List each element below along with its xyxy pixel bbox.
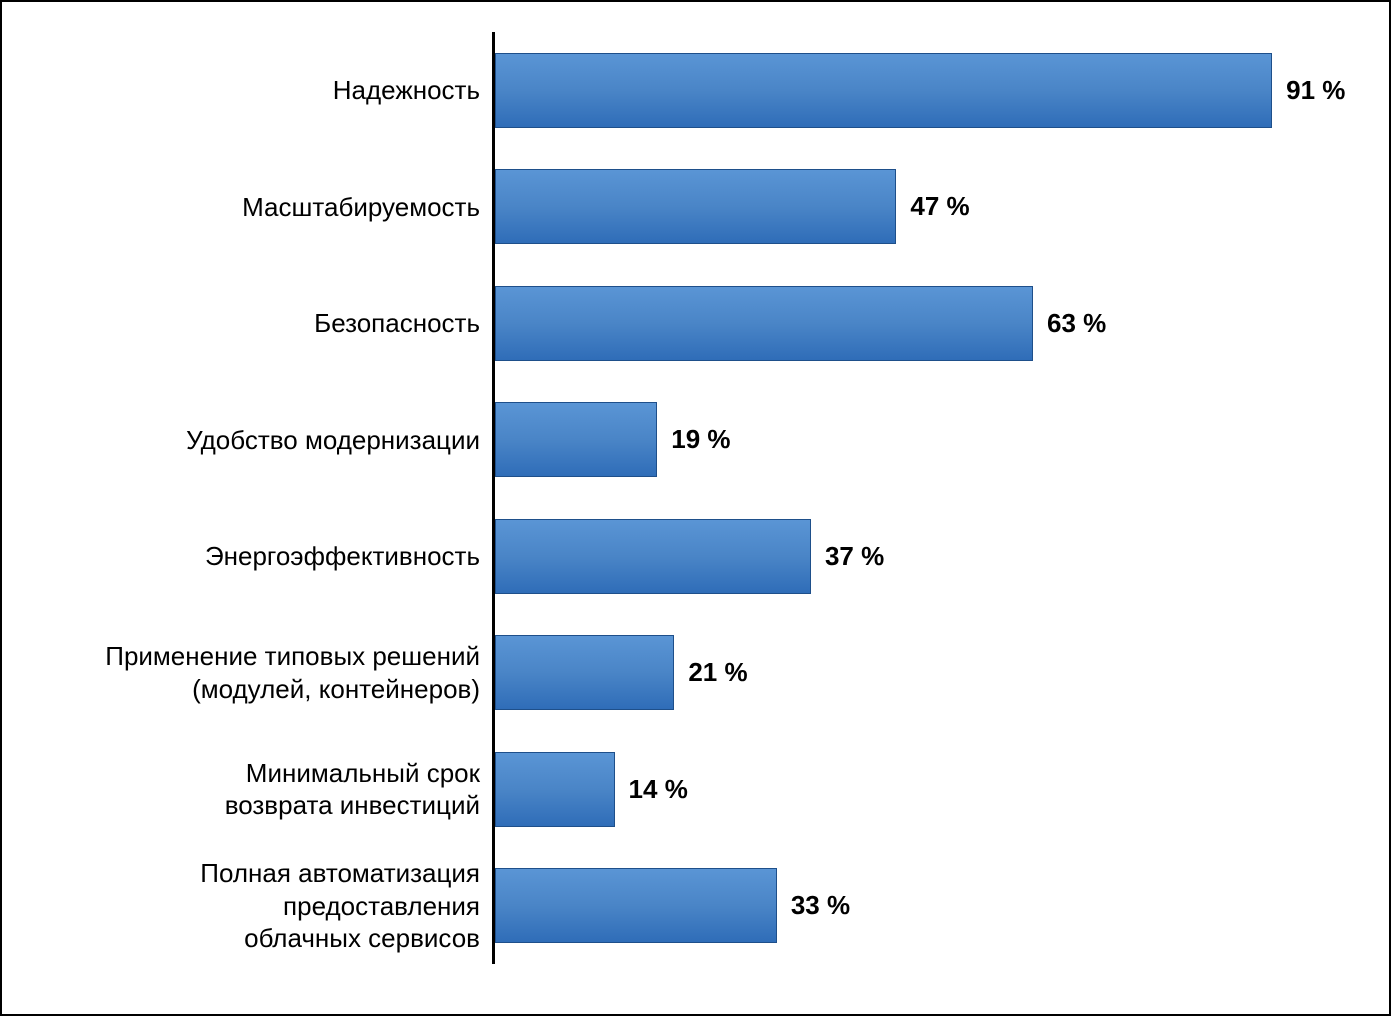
bars-area: 91 % 47 % 63 % 19 % 37 % 21 %	[492, 32, 1349, 964]
category-label-row: Применение типовых решений (модулей, кон…	[42, 615, 480, 732]
value-label: 33 %	[791, 890, 850, 921]
bar	[495, 635, 674, 710]
bar	[495, 286, 1033, 361]
category-label: Масштабируемость	[242, 191, 480, 224]
bar-row: 47 %	[495, 149, 1349, 266]
category-label: Энергоэффективность	[205, 540, 480, 573]
category-label-row: Удобство модернизации	[42, 382, 480, 499]
category-label-row: Надежность	[42, 32, 480, 149]
value-label: 91 %	[1286, 75, 1345, 106]
category-label-row: Минимальный срок возврата инвестиций	[42, 731, 480, 848]
bar-row: 63 %	[495, 265, 1349, 382]
bar	[495, 868, 777, 943]
category-label: Безопасность	[314, 307, 480, 340]
bar	[495, 53, 1272, 128]
category-label-row: Масштабируемость	[42, 149, 480, 266]
category-label-row: Безопасность	[42, 265, 480, 382]
bar	[495, 752, 615, 827]
value-label: 14 %	[629, 774, 688, 805]
category-label: Применение типовых решений (модулей, кон…	[105, 640, 480, 705]
bar-row: 37 %	[495, 498, 1349, 615]
bar-row: 21 %	[495, 615, 1349, 732]
chart-body: Надежность Масштабируемость Безопасность…	[42, 32, 1349, 964]
bar-row: 19 %	[495, 382, 1349, 499]
bar-row: 33 %	[495, 848, 1349, 965]
bar-row: 14 %	[495, 731, 1349, 848]
bar	[495, 169, 896, 244]
category-label: Надежность	[333, 74, 480, 107]
bar-row: 91 %	[495, 32, 1349, 149]
category-label-row: Полная автоматизация предоставления обла…	[42, 848, 480, 965]
value-label: 19 %	[671, 424, 730, 455]
category-label: Удобство модернизации	[186, 424, 480, 457]
bar	[495, 402, 657, 477]
chart-frame: Надежность Масштабируемость Безопасность…	[0, 0, 1391, 1016]
value-label: 63 %	[1047, 308, 1106, 339]
value-label: 21 %	[688, 657, 747, 688]
category-label-row: Энергоэффективность	[42, 498, 480, 615]
category-label: Минимальный срок возврата инвестиций	[225, 757, 480, 822]
bar	[495, 519, 811, 594]
value-label: 47 %	[910, 191, 969, 222]
value-label: 37 %	[825, 541, 884, 572]
category-labels-column: Надежность Масштабируемость Безопасность…	[42, 32, 492, 964]
category-label: Полная автоматизация предоставления обла…	[200, 857, 480, 955]
